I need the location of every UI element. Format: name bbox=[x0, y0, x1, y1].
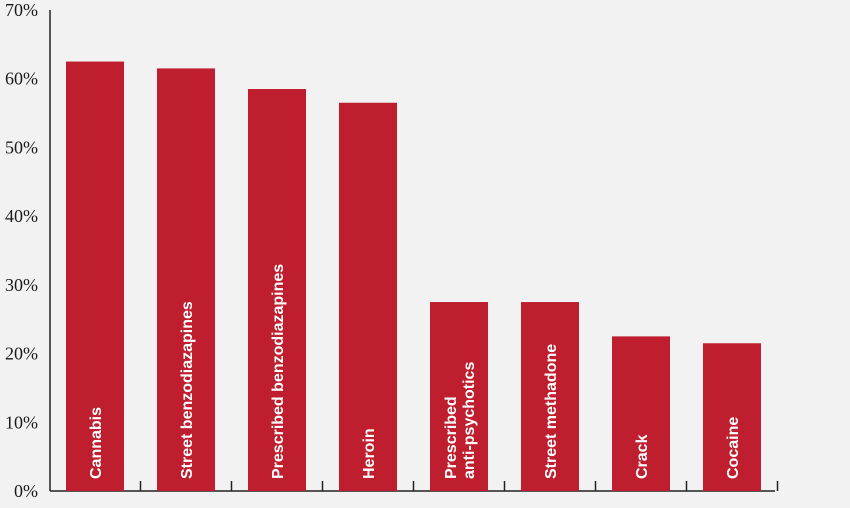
bar-label: Street methadone bbox=[543, 344, 560, 479]
bar-label: Crack bbox=[634, 434, 651, 479]
y-tick-label: 40% bbox=[5, 206, 38, 226]
y-tick-label: 0% bbox=[14, 481, 38, 501]
bar bbox=[157, 68, 215, 492]
x-axis-ticks bbox=[139, 481, 779, 491]
bar-label: Street benzodiazapines bbox=[179, 301, 196, 479]
bar-label: anti-psychotics bbox=[461, 362, 478, 479]
bar bbox=[430, 302, 488, 491]
bar bbox=[612, 336, 670, 491]
y-tick-label: 10% bbox=[5, 412, 38, 432]
y-tick-label: 60% bbox=[5, 69, 38, 89]
bar bbox=[521, 302, 579, 491]
y-tick-label: 20% bbox=[5, 344, 38, 364]
bar bbox=[66, 61, 124, 492]
y-axis-ticks: 0% 10% 20% 30% 40% 50% 60% 70% bbox=[5, 0, 38, 501]
bar-label: Prescribed benzodiazapines bbox=[270, 264, 287, 479]
bar bbox=[339, 102, 397, 491]
bar-label: Cocaine bbox=[725, 417, 742, 479]
bar-label: Cannabis bbox=[88, 407, 105, 479]
bar-label: Heroin bbox=[361, 428, 378, 479]
y-tick-label: 70% bbox=[5, 0, 38, 20]
bar bbox=[248, 89, 306, 492]
y-tick-label: 50% bbox=[5, 137, 38, 157]
bar bbox=[703, 343, 761, 491]
bar-label: Prescribed bbox=[443, 396, 460, 479]
bars: Cannabis Street benzodiazapines Prescribed… bbox=[66, 61, 761, 492]
y-tick-label: 30% bbox=[5, 275, 38, 295]
